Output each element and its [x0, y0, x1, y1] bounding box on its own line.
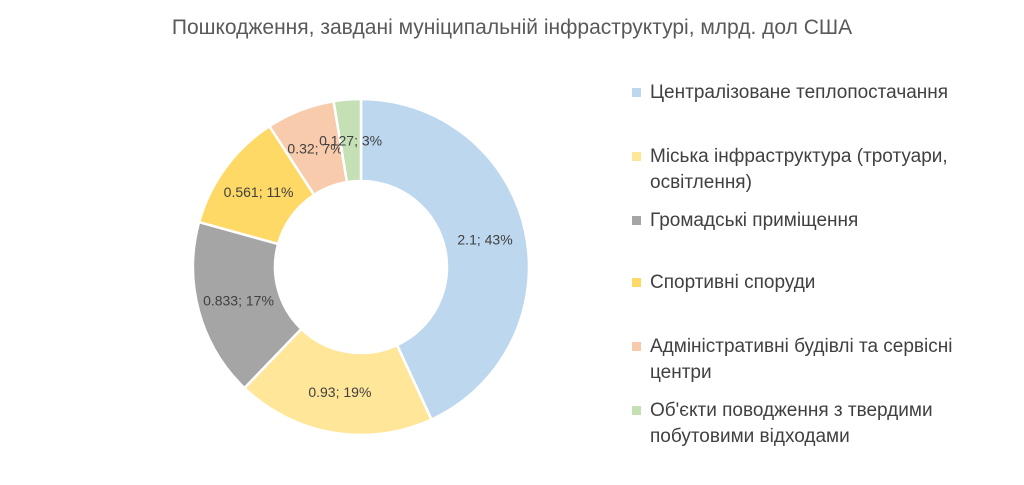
legend-item: Об'єкти поводження з твердими побутовими… [632, 398, 995, 450]
donut-slice [242, 327, 434, 437]
legend-swatch [632, 278, 641, 287]
legend-label: Громадські приміщення [650, 210, 859, 231]
legend-label: Централізоване теплопостачання [650, 82, 949, 103]
legend-label: Адміністративні будівлі та сервісні цент… [650, 336, 953, 383]
legend-label: Об'єкти поводження з твердими побутовими… [650, 400, 933, 447]
donut-slice [359, 97, 531, 422]
chart-title: Пошкодження, завдані муніципальній інфра… [171, 16, 853, 39]
slice-data-label: 0.833; 17% [203, 292, 274, 308]
legend-swatch [632, 342, 641, 351]
donut-slice [191, 220, 304, 390]
slice-data-label: 0.127; 3% [319, 132, 382, 148]
slice-data-label: 0.32; 7% [287, 141, 342, 157]
legend-swatch [632, 152, 641, 161]
slice-data-label: 0.93; 19% [308, 384, 371, 400]
legend-item: Адміністративні будівлі та сервісні цент… [632, 334, 995, 386]
legend-label: Спортивні споруди [650, 272, 816, 293]
legend-swatch [632, 216, 641, 225]
legend-swatch [632, 88, 641, 97]
slice-data-label: 0.561; 11% [224, 184, 294, 200]
legend-swatch [632, 406, 641, 415]
legend-item: Міська інфраструктура (тротуари, освітле… [632, 144, 995, 196]
slice-data-label: 2.1; 43% [457, 232, 512, 248]
legend-item: Спортивні споруди [632, 270, 995, 296]
legend-item: Централізоване теплопостачання [632, 80, 995, 106]
legend-label: Міська інфраструктура (тротуари, освітле… [650, 146, 948, 193]
legend-item: Громадські приміщення [632, 208, 995, 234]
donut-slice [332, 97, 363, 184]
